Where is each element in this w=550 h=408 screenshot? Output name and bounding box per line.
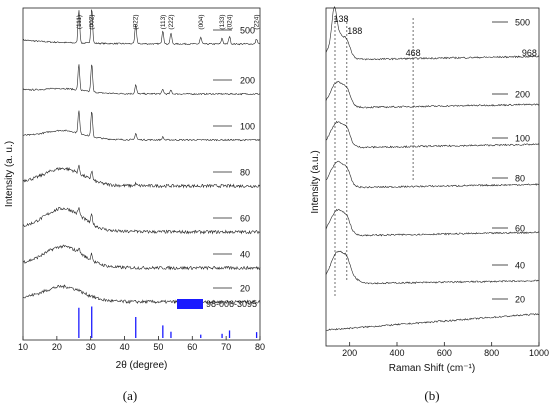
panel-a-x-tick-label: 50 (153, 342, 163, 352)
panel-b-series-500 (325, 5, 540, 61)
panel-a-series-100 (22, 110, 261, 142)
panel-a-area: 10 20 30 40 50 60 70 80 500 200 100 80 60 40 20 (111) (0… (18, 9, 265, 352)
panel-a-reference-label: 98-006-3095 (206, 299, 257, 309)
panel-a-legend-label: 500 (240, 26, 255, 36)
panel-a-x-axis-label: 2θ (degree) (116, 360, 168, 371)
panel-b-peak-label: 138 (333, 14, 348, 24)
panel-b-peak-label: 188 (347, 26, 362, 36)
panel-a-peak-label: (024) (227, 14, 234, 29)
panel-b-legend-label: 80 (515, 174, 525, 184)
panel-a-peak-label: (224) (254, 14, 261, 29)
panel-a-legend-label: 80 (240, 168, 250, 178)
panel-b-legend-label: 20 (515, 295, 525, 305)
panel-a-series-40 (23, 244, 261, 271)
panel-b-legend-label: 40 (515, 261, 525, 271)
panel-a-peak-label: (004) (198, 14, 205, 29)
panel-a-legend-label: 100 (240, 122, 255, 132)
panel-b-plot-frame (325, 7, 540, 347)
panel-a-series-80 (22, 164, 261, 189)
panel-b-legend-label: 500 (515, 18, 530, 28)
panel-a-legend-label: 60 (240, 214, 250, 224)
panel-a-legend-label: 200 (240, 76, 255, 86)
panel-b-x-axis-label: Raman Shift (cm⁻¹) (389, 363, 475, 374)
panel-b-peak-label: 468 (406, 48, 421, 58)
panel-b-legend-label: 60 (515, 224, 525, 234)
panel-b-area: 200 400 600 800 1000 500 200 100 80 60 40 20 138 188 4… (325, 5, 549, 358)
panel-a-peak-label: (022) (133, 14, 140, 29)
panel-a-x-tick-label: 20 (52, 342, 62, 352)
panel-a-reference-swatch (177, 299, 203, 309)
panel-a-peak-label: (133) (219, 14, 226, 29)
panel-b-x-tick-label: 400 (389, 348, 404, 358)
panel-b-peak-label: 968 (522, 48, 537, 58)
panel-b-series-20 (325, 313, 540, 331)
panel-a-x-tick-label: 60 (187, 342, 197, 352)
panel-a-legend-label: 20 (240, 284, 250, 294)
panel-a-x-tick-label: 40 (120, 342, 130, 352)
panel-a-tag: (a) (123, 388, 137, 403)
panel-a-series-500 (22, 9, 261, 46)
panel-b-series-200 (325, 80, 540, 109)
panel-a-y-axis-label: Intensity (a. u.) (4, 141, 15, 207)
panel-a-x-tick-label: 30 (86, 342, 96, 352)
panel-a-plot-frame (22, 7, 261, 341)
panel-b-x-tick-label: 1000 (529, 348, 549, 358)
panel-b-x-tick-label: 200 (342, 348, 357, 358)
panel-b-legend-label: 200 (515, 90, 530, 100)
panel-b-tag: (b) (424, 388, 439, 403)
panel-a-series-60 (23, 206, 261, 235)
panel-a-peak-label: (113) (160, 15, 167, 30)
panel-b-legend-label: 100 (515, 134, 530, 144)
panel-a-peak-label: (111) (76, 15, 83, 29)
panel-b-x-tick-label: 600 (437, 348, 452, 358)
panel-b-y-axis-label: Intensity (a.u.) (310, 150, 321, 213)
panel-a-x-tick-label: 70 (221, 342, 231, 352)
panel-b-series-60 (325, 208, 540, 237)
panel-b-series-80 (325, 160, 540, 189)
panel-a-x-tick-label: 10 (18, 342, 28, 352)
panel-b-series-100 (326, 120, 540, 149)
panel-a-peak-label: (002) (89, 14, 96, 29)
panel-a-series-20 (22, 284, 261, 305)
panel-a-legend-label: 40 (240, 250, 250, 260)
panel-b-x-tick-label: 800 (484, 348, 499, 358)
panel-b-series-40 (325, 250, 539, 285)
panel-a-x-tick-label: 80 (255, 342, 265, 352)
panel-a-series-200 (22, 64, 261, 96)
panel-a-peak-label: (222) (168, 14, 175, 29)
